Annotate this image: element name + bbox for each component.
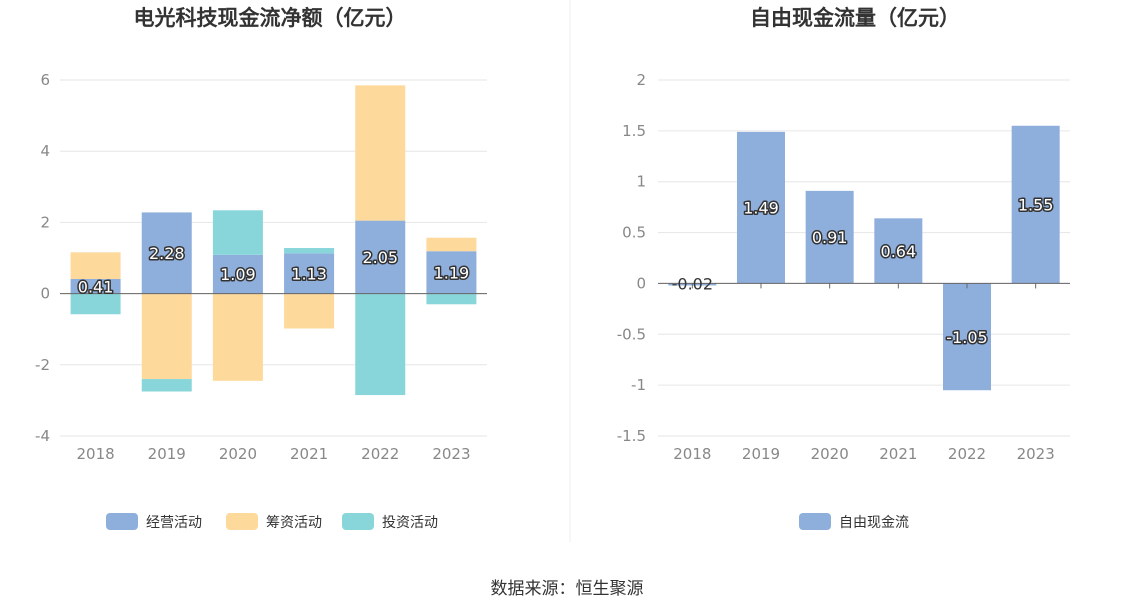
bar-operating (212, 254, 263, 294)
bar-financing (284, 293, 335, 329)
x-tick-label: 2018 (76, 445, 114, 463)
y-tick-label: -1.5 (617, 427, 646, 445)
data-source: 数据来源：恒生聚源 (490, 579, 644, 599)
data-label: 1.13 (291, 264, 327, 283)
x-tick-label: 2019 (148, 445, 186, 463)
x-tick-label: 2023 (432, 445, 470, 463)
data-label: 2.28 (149, 244, 185, 263)
y-tick-label: 0 (636, 274, 646, 292)
x-tick-label: 2020 (219, 445, 257, 463)
bar-operating (355, 220, 406, 294)
y-tick-label: 6 (40, 71, 50, 89)
bar-free-cashflow (943, 283, 991, 391)
y-tick-label: -2 (35, 356, 50, 374)
legend-label: 筹资活动 (266, 514, 322, 531)
cashflow-chart: -4 -2 0 2 4 6 0.41 2.28 1.09 1.13 2.05 1.19 2018 2019… (35, 71, 487, 531)
bar-investing (284, 248, 335, 254)
bar-financing (70, 252, 121, 280)
bar-investing (355, 293, 406, 396)
data-label: 1.49 (743, 199, 779, 218)
legend-swatch (226, 513, 258, 530)
legend-swatch (799, 513, 831, 530)
legend-label: 自由现金流 (839, 515, 909, 531)
free-cashflow-chart: -1.5 -1 -0.5 0 0.5 1 1.5 2 2018 2019 2020 2021 2022 2… (617, 71, 1070, 531)
chart1-title: 电光科技现金流净额（亿元） (134, 6, 407, 30)
x-tick-label: 2023 (1017, 445, 1055, 463)
bar-free-cashflow (805, 190, 854, 284)
data-label: 0.91 (812, 228, 848, 247)
data-label: 2.05 (362, 248, 398, 267)
data-label: 0.41 (78, 277, 114, 296)
legend-label: 经营活动 (146, 515, 202, 531)
bar-operating (284, 253, 335, 294)
data-label: 0.64 (881, 242, 917, 261)
legend-label: 投资活动 (382, 515, 438, 531)
y-tick-label: -1 (631, 376, 646, 394)
bar-operating (141, 212, 192, 294)
bar-financing (141, 293, 192, 380)
legend-swatch (342, 513, 374, 530)
x-tick-label: 2022 (948, 445, 986, 463)
x-tick-label: 2020 (811, 445, 849, 463)
y-tick-label: 0 (40, 285, 50, 303)
bar-free-cashflow (874, 218, 923, 284)
bar-financing (212, 293, 263, 381)
x-tick-label: 2022 (361, 445, 399, 463)
y-tick-label: 1 (636, 173, 646, 191)
x-tick-label: 2021 (879, 445, 917, 463)
bar-investing (212, 210, 263, 255)
y-tick-label: 0.5 (622, 224, 646, 242)
y-tick-label: 2 (40, 213, 50, 231)
bar-free-cashflow (1011, 125, 1060, 284)
y-tick-label: 2 (636, 71, 646, 89)
data-label: 1.09 (220, 265, 256, 284)
bar-investing (141, 379, 192, 392)
x-tick-label: 2019 (742, 445, 780, 463)
data-label: 1.19 (434, 263, 470, 282)
chart2-title: 自由现金流量（亿元） (750, 6, 960, 30)
y-tick-label: 4 (40, 142, 50, 160)
bar-financing (426, 237, 477, 252)
bar-investing (426, 293, 477, 305)
y-tick-label: 1.5 (622, 122, 646, 140)
data-label: -0.02 (672, 274, 713, 293)
data-label: 1.55 (1018, 196, 1054, 215)
bar-operating (70, 279, 121, 294)
x-tick-label: 2021 (290, 445, 328, 463)
bar-investing (70, 293, 121, 315)
legend-swatch (106, 513, 138, 530)
bar-free-cashflow (737, 131, 785, 284)
y-tick-label: -4 (35, 427, 50, 445)
x-tick-label: 2018 (673, 445, 711, 463)
y-tick-label: -0.5 (617, 325, 646, 343)
bar-operating (426, 251, 477, 294)
data-label: -1.05 (946, 328, 987, 347)
bar-financing (355, 85, 406, 221)
